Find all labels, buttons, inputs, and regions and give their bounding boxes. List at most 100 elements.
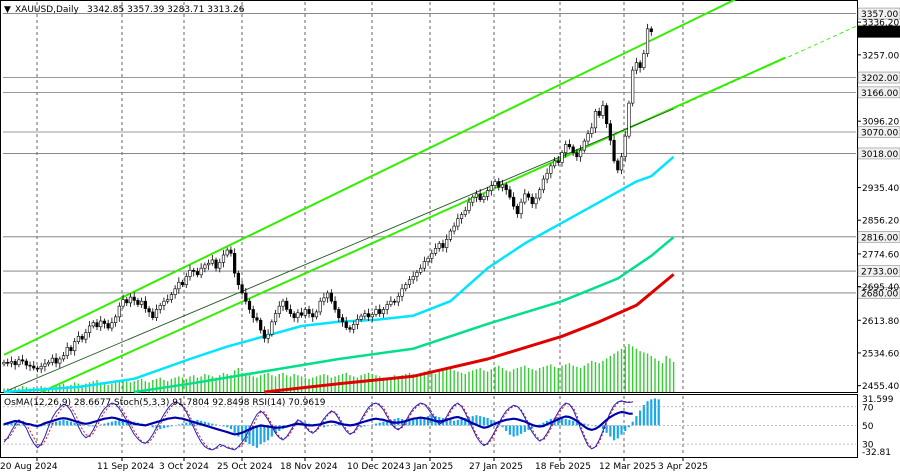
candle-body (285, 300, 289, 310)
candle-body (597, 111, 601, 116)
candle-body (54, 357, 58, 364)
y-tick-label: 2935.40 (862, 184, 899, 194)
candle-body (519, 201, 523, 215)
candle-body (87, 325, 92, 333)
candle-body (545, 172, 549, 180)
candle-body (154, 309, 159, 319)
candle-body (95, 322, 99, 328)
price-axis[interactable]: 3357.00 3202.00 3166.00 3070.00 3018.00 2816.… (857, 7, 900, 392)
moving-average-long (264, 273, 675, 394)
candle-body (69, 347, 73, 352)
candle-body (526, 193, 531, 198)
candle-body (619, 156, 624, 171)
candle-body (80, 335, 84, 340)
candle-body (623, 135, 627, 158)
candle-body (344, 321, 348, 328)
candle-body (43, 363, 47, 367)
candle-body (173, 288, 177, 295)
x-tick-label: 20 Aug 2024 (0, 462, 58, 472)
candle-body (24, 360, 28, 366)
candle-body (20, 359, 25, 362)
candle-body (348, 327, 352, 330)
y-tick-label: 3336.20 (862, 19, 899, 29)
oscillator-tick-label: 30 (862, 441, 874, 451)
level-label: 2816.00 (861, 233, 898, 243)
y-tick-label: 2774.60 (862, 250, 899, 260)
candle-body (378, 309, 382, 314)
support-resistance-levels (3, 13, 856, 294)
candle-body (590, 127, 594, 134)
candle-body (151, 311, 155, 319)
candle-body (203, 264, 207, 269)
candle-body (236, 272, 240, 285)
oscillator-tick-label: 31.599 (862, 395, 894, 405)
level-label-box (857, 126, 900, 138)
x-tick-label: 11 Sep 2024 (97, 462, 154, 472)
candle-body (255, 317, 259, 321)
candle-body (478, 193, 482, 200)
candle-body (564, 144, 568, 153)
candle-body (76, 335, 80, 342)
level-label: 2680.00 (861, 289, 898, 299)
candle-body (374, 309, 378, 315)
candle-body (329, 292, 333, 302)
candle-body (459, 214, 464, 219)
candle-body (385, 304, 389, 310)
candle-body (500, 184, 505, 188)
moving-average-short (3, 155, 675, 394)
y-tick-label: 3096.20 (862, 118, 899, 128)
candle-body (192, 269, 196, 272)
candle-body (355, 319, 360, 325)
x-tick-label: 3 Apr 2025 (658, 462, 708, 472)
candle-body (426, 257, 430, 262)
candle-body (392, 300, 397, 303)
candle-body (419, 267, 423, 273)
x-tick-label: 3 Jan 2025 (405, 462, 453, 472)
candle-body (102, 320, 107, 324)
candle-body (508, 189, 512, 198)
candle-body (132, 296, 136, 301)
candle-body (463, 210, 467, 215)
candle-body (244, 292, 248, 302)
oscillator-tick-label: -32.81 (862, 448, 891, 458)
candle-body (649, 28, 653, 33)
candle-body (549, 165, 553, 174)
candle-body (35, 367, 40, 370)
candle-body (578, 149, 583, 158)
candle-body (586, 133, 590, 142)
symbol-timeframe: XAUUSD,Daily (15, 5, 79, 15)
channel-upper-line (3, 0, 737, 356)
candle-body (262, 329, 267, 339)
candle-body (2, 361, 6, 365)
candle-body (136, 300, 140, 305)
candle-body (233, 253, 237, 274)
candle-body (288, 309, 293, 314)
candle-body (485, 190, 490, 197)
oscillator-tick-label: 70 (862, 403, 874, 413)
candle-body (121, 299, 125, 307)
time-axis[interactable]: 20 Aug 2024 11 Sep 2024 3 Oct 2024 25 Oct 2… (0, 457, 708, 472)
candle-body (28, 364, 32, 367)
candle-body (292, 313, 296, 319)
candle-body (389, 300, 393, 305)
y-tick-label: 2455.40 (862, 382, 899, 392)
candle-body (6, 361, 10, 364)
y-tick-label: 2695.40 (862, 283, 899, 293)
candle-body (504, 184, 508, 191)
price-panel (0, 0, 858, 393)
candle-body (433, 248, 438, 254)
candle-body (366, 313, 371, 318)
oscillator-header: OsMA(12,26,9) 28.6677 Stoch(5,3,3) 91.78… (4, 398, 326, 408)
candle-body (326, 292, 330, 299)
candle-body (642, 53, 646, 68)
candle-body (314, 311, 319, 318)
collapse-arrow-icon[interactable]: ▼ (4, 5, 11, 15)
candle-body (400, 288, 404, 297)
candle-body (422, 261, 426, 269)
x-tick-label: 27 Jan 2025 (469, 462, 523, 472)
candle-body (601, 105, 605, 116)
candle-body (65, 347, 69, 356)
level-label-box (857, 7, 900, 20)
stoch-signal-line (3, 400, 633, 450)
